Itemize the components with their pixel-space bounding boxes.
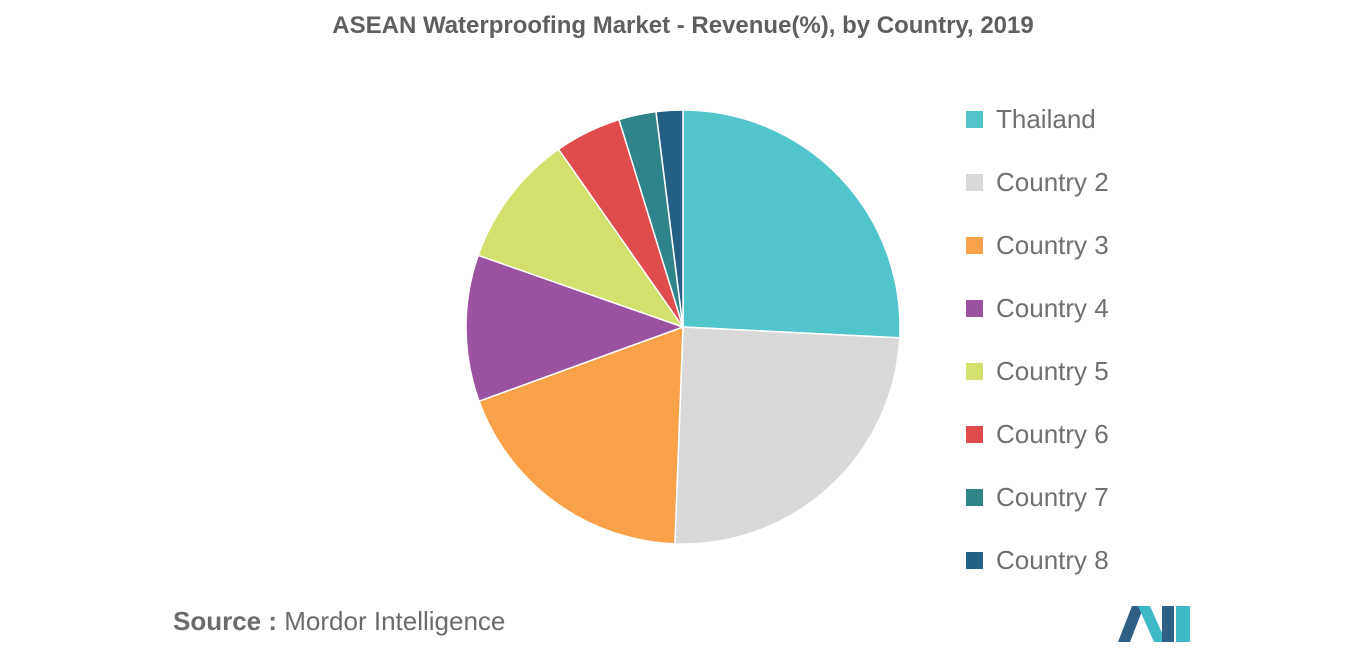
pie-slice-8: [655, 109, 684, 328]
logo-right-stroke: [1162, 606, 1174, 642]
source-text: Mordor Intelligence: [284, 606, 506, 636]
legend-item: Country 5: [966, 340, 1109, 403]
legend-label: Country 8: [996, 545, 1109, 575]
legend-swatch: [966, 237, 983, 254]
legend-swatch: [966, 363, 983, 380]
legend-swatch: [966, 174, 983, 191]
legend-label: Country 7: [996, 482, 1109, 512]
logo-tail-stroke: [1176, 606, 1190, 642]
legend-swatch: [966, 552, 983, 569]
legend-item: Country 2: [966, 151, 1109, 214]
mordor-intelligence-logo-icon: [1118, 606, 1190, 642]
source-note: Source : Mordor Intelligence: [173, 606, 505, 637]
legend-label: Country 4: [996, 293, 1109, 323]
legend-swatch: [966, 300, 983, 317]
source-label: Source :: [173, 606, 278, 636]
legend-label: Country 2: [996, 167, 1109, 197]
pie-slice-2: [674, 326, 901, 545]
legend-label: Country 6: [996, 419, 1109, 449]
pie-slice-5: [477, 148, 685, 329]
legend-item: Country 7: [966, 466, 1109, 529]
chart-title: ASEAN Waterproofing Market - Revenue(%),…: [332, 12, 1034, 39]
legend: Thailand Country 2 Country 3 Country 4 Count…: [966, 88, 1109, 592]
pie-slice-1: [682, 109, 901, 339]
logo-mid-stroke: [1138, 606, 1166, 642]
legend-item: Thailand: [966, 88, 1109, 151]
logo-left-stroke: [1118, 606, 1144, 642]
legend-label: Country 5: [996, 356, 1109, 386]
legend-swatch: [966, 489, 983, 506]
pie-slice-4: [465, 254, 686, 403]
legend-item: Country 3: [966, 214, 1109, 277]
legend-swatch: [966, 111, 983, 128]
legend-label: Country 3: [996, 230, 1109, 260]
legend-item: Country 8: [966, 529, 1109, 592]
legend-item: Country 4: [966, 277, 1109, 340]
legend-item: Country 6: [966, 403, 1109, 466]
legend-swatch: [966, 426, 983, 443]
legend-label: Thailand: [996, 104, 1096, 134]
pie-slice-3: [478, 325, 684, 545]
